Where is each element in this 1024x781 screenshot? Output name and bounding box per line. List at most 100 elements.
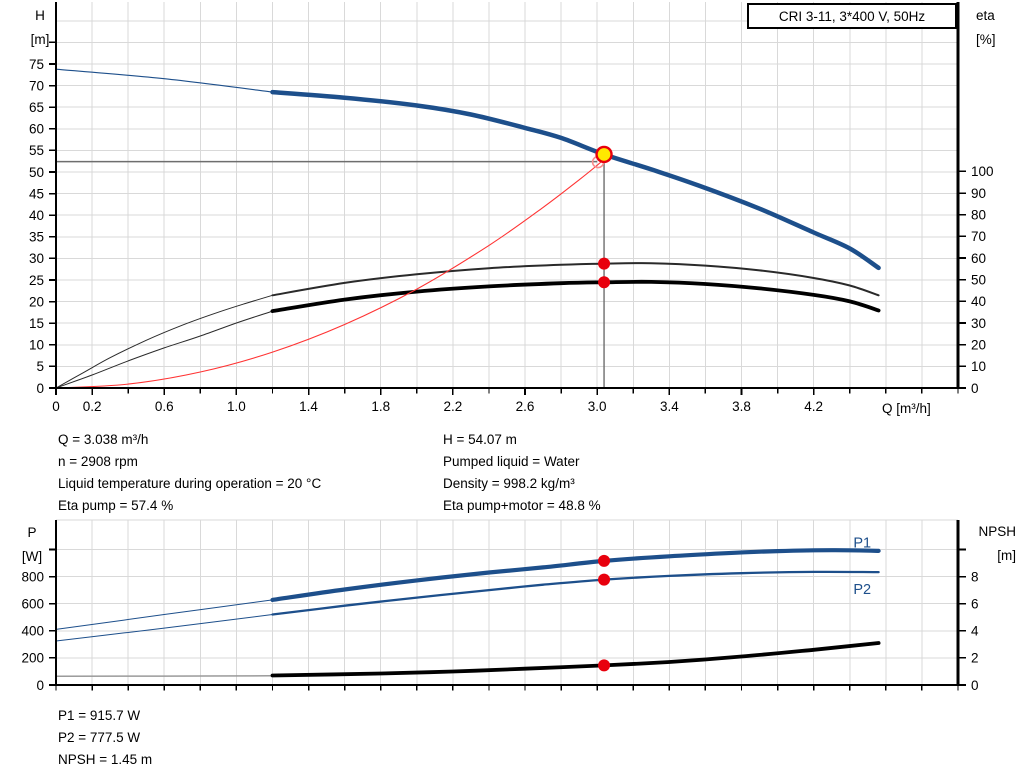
info-eta-pump: Eta pump = 57.4 %	[58, 498, 174, 513]
eta-pump-dot[interactable]	[598, 257, 611, 270]
svg-text:40: 40	[29, 208, 44, 223]
svg-text:0: 0	[36, 678, 44, 693]
svg-text:0: 0	[52, 399, 60, 414]
duty-info-right: H = 54.07 m Pumped liquid = Water Density …	[443, 429, 601, 517]
power-stats: P1 = 915.7 W P2 = 777.5 W NPSH = 1.45 m	[58, 705, 152, 771]
npsh-axis-title-line2: [m]	[997, 548, 1016, 563]
stat-p2: P2 = 777.5 W	[58, 730, 141, 745]
svg-text:2.6: 2.6	[516, 399, 535, 414]
info-liquid-temp: Liquid temperature during operation = 20…	[58, 476, 322, 491]
q-axis-title: Q [m³/h]	[882, 401, 931, 416]
svg-text:35: 35	[29, 230, 44, 245]
stat-npsh: NPSH = 1.45 m	[58, 752, 153, 767]
svg-text:0.6: 0.6	[155, 399, 174, 414]
svg-text:90: 90	[971, 186, 986, 201]
h-axis-title: H [m]	[22, 4, 58, 52]
hq-curve-extension	[55, 68, 274, 93]
svg-text:0: 0	[36, 381, 44, 396]
svg-text:80: 80	[971, 208, 986, 223]
svg-text:30: 30	[971, 316, 986, 331]
svg-text:4: 4	[971, 624, 979, 639]
svg-text:15: 15	[29, 316, 44, 331]
info-speed: n = 2908 rpm	[58, 454, 138, 469]
npsh-axis-title-line1: NPSH	[978, 524, 1016, 539]
svg-text:70: 70	[971, 229, 986, 244]
svg-text:4.2: 4.2	[804, 399, 823, 414]
eta-pump-motor-curve	[270, 279, 881, 313]
svg-text:1.4: 1.4	[299, 399, 318, 414]
qh-eta-chart[interactable]: 0 5 10 15 20 25 30 35 40 45 50 55 60 65 70 75 0 10 20 30 40 5…	[29, 2, 994, 414]
eta-pump-curve	[271, 262, 880, 297]
svg-text:20: 20	[29, 294, 44, 309]
svg-text:75: 75	[29, 57, 44, 72]
svg-text:60: 60	[29, 122, 44, 137]
svg-text:55: 55	[29, 143, 44, 158]
svg-text:40: 40	[971, 294, 986, 309]
p1-curve	[270, 548, 881, 602]
svg-text:10: 10	[29, 338, 44, 353]
info-head: H = 54.07 m	[443, 432, 517, 447]
svg-text:800: 800	[21, 569, 44, 584]
p-axis-title-line2: [W]	[21, 549, 43, 564]
p2-curve-label: P2	[853, 582, 871, 598]
p1-curve-extension	[55, 599, 273, 630]
p-axis-title: P [W]	[14, 521, 50, 569]
svg-text:20: 20	[971, 337, 986, 352]
p2-curve	[271, 570, 880, 616]
info-eta-pump-motor: Eta pump+motor = 48.8 %	[443, 498, 601, 513]
power-npsh-chart[interactable]: 0 200 400 600 800 0 2 4 6 8 P1 P2	[21, 519, 979, 693]
p1-curve-label: P1	[853, 536, 871, 552]
info-density: Density = 998.2 kg/m³	[443, 476, 575, 491]
p1-dot[interactable]	[598, 554, 611, 567]
svg-text:3.4: 3.4	[660, 399, 679, 414]
eta-pump-motor-extension	[55, 310, 273, 389]
eta-pump-motor-dot[interactable]	[598, 276, 611, 289]
svg-text:100: 100	[971, 164, 994, 179]
svg-text:600: 600	[21, 597, 44, 612]
svg-text:50: 50	[971, 273, 986, 288]
system-curve	[55, 154, 607, 389]
svg-text:2.2: 2.2	[443, 399, 462, 414]
stat-p1: P1 = 915.7 W	[58, 708, 141, 723]
eta-axis-title-line2: [%]	[976, 32, 996, 47]
svg-text:1.0: 1.0	[227, 399, 246, 414]
svg-text:45: 45	[29, 186, 44, 201]
info-pumped-liquid: Pumped liquid = Water	[443, 454, 580, 469]
p2-curve-extension	[55, 614, 273, 642]
svg-text:1.8: 1.8	[371, 399, 390, 414]
svg-text:50: 50	[29, 165, 44, 180]
pump-title: CRI 3-11, 3*400 V, 50Hz	[778, 8, 926, 24]
hq-curve	[270, 89, 881, 271]
p2-dot[interactable]	[598, 573, 611, 586]
duty-point-marker[interactable]	[595, 145, 613, 164]
pump-title-box: CRI 3-11, 3*400 V, 50Hz	[747, 3, 957, 29]
p-axis-title-line1: P	[27, 525, 37, 540]
svg-text:30: 30	[29, 251, 44, 266]
svg-text:3.0: 3.0	[588, 399, 607, 414]
duty-info-left: Q = 3.038 m³/h n = 2908 rpm Liquid tempera…	[58, 429, 321, 517]
svg-text:10: 10	[971, 359, 986, 374]
svg-text:200: 200	[21, 651, 44, 666]
svg-text:2: 2	[971, 651, 979, 666]
h-axis-title-line1: H	[35, 8, 45, 23]
svg-text:70: 70	[29, 78, 44, 93]
npsh-curve	[270, 641, 881, 678]
info-q: Q = 3.038 m³/h	[58, 432, 149, 447]
svg-text:65: 65	[29, 100, 44, 115]
svg-text:0: 0	[971, 381, 979, 396]
svg-text:0.2: 0.2	[83, 399, 102, 414]
h-axis-title-line2: [m]	[30, 32, 50, 47]
npsh-dot[interactable]	[598, 659, 611, 672]
svg-text:6: 6	[971, 597, 979, 612]
eta-axis-title: eta [%]	[976, 4, 996, 52]
svg-text:60: 60	[971, 251, 986, 266]
svg-text:5: 5	[36, 359, 44, 374]
eta-axis-title-line1: eta	[976, 8, 995, 23]
npsh-axis-title: NPSH [m]	[964, 520, 1016, 568]
svg-text:25: 25	[29, 273, 44, 288]
svg-text:400: 400	[21, 624, 44, 639]
svg-text:3.8: 3.8	[732, 399, 751, 414]
eta-pump-extension	[55, 294, 273, 389]
